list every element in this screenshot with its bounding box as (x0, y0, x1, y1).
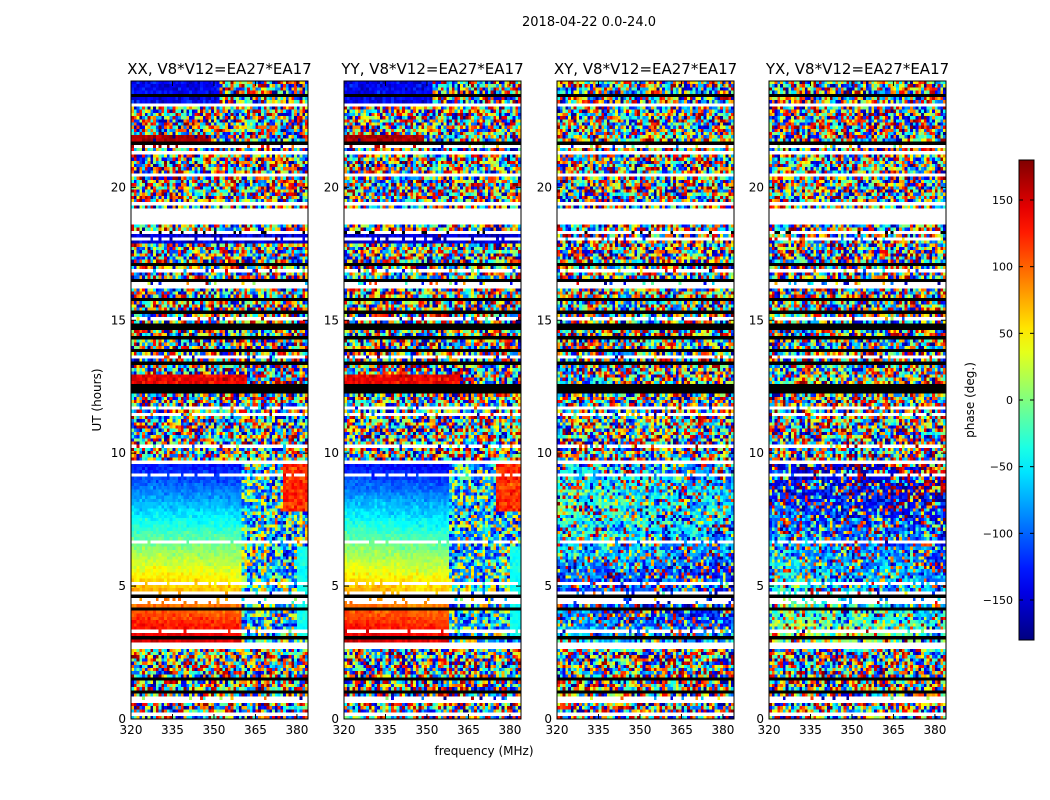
x-tick-label: 320 (758, 723, 781, 737)
x-tick-label: 365 (882, 723, 905, 737)
colorbar-tick-label: 0 (1006, 394, 1013, 407)
y-tick-label: 5 (331, 579, 339, 593)
y-tick-label: 10 (324, 446, 339, 460)
x-tick-label: 320 (333, 723, 356, 737)
panel-frame (768, 80, 947, 720)
y-tick-label: 15 (324, 313, 339, 327)
x-tick-label: 365 (457, 723, 480, 737)
x-tick-label: 350 (841, 723, 864, 737)
panel-frame (343, 80, 522, 720)
heatmap-yx (769, 81, 946, 719)
figure-suptitle: 2018-04-22 0.0-24.0 (522, 15, 656, 30)
y-tick-label: 15 (537, 313, 552, 327)
panel-title: YX, V8*V12=EA27*EA17 (765, 60, 949, 78)
panel-xy: XY, V8*V12=EA27*EA17 320 335 350 365 380 0 5 10 1… (537, 60, 737, 737)
colorbar-tick-label: −100 (983, 527, 1013, 540)
y-tick-label: 0 (756, 712, 764, 726)
heatmap-yy (344, 81, 521, 719)
panels: XX, V8*V12=EA27*EA17 320 335 350 365 380 0 5 10 1… (111, 60, 949, 737)
panel-frame (556, 80, 735, 720)
x-tick-label: 380 (285, 723, 308, 737)
heatmap-xy (557, 81, 734, 719)
y-tick-label: 10 (749, 446, 764, 460)
y-tick-label: 0 (544, 712, 552, 726)
y-tick-label: 0 (331, 712, 339, 726)
x-tick-label: 380 (923, 723, 946, 737)
y-tick-label: 15 (111, 313, 126, 327)
x-axis-label: frequency (MHz) (434, 744, 533, 758)
x-tick-label: 350 (629, 723, 652, 737)
colorbar-tick-label: 50 (999, 327, 1013, 340)
heatmap-xx (131, 81, 308, 719)
x-tick-label: 335 (799, 723, 822, 737)
x-tick-label: 365 (244, 723, 267, 737)
y-tick-label: 0 (118, 712, 126, 726)
panel-xx: XX, V8*V12=EA27*EA17 320 335 350 365 380 0 5 10 1… (111, 60, 312, 737)
x-tick-label: 335 (161, 723, 184, 737)
panel-title: XX, V8*V12=EA27*EA17 (127, 60, 311, 78)
y-tick-label: 15 (749, 313, 764, 327)
y-tick-label: 10 (537, 446, 552, 460)
colorbar-tick-label: 150 (992, 194, 1013, 207)
x-tick-label: 350 (416, 723, 439, 737)
panel-frame (130, 80, 309, 720)
y-tick-label: 20 (749, 180, 764, 194)
panel-yy: YY, V8*V12=EA27*EA17 320 335 350 365 380 0 5 10 1… (324, 60, 524, 737)
y-axis-label: UT (hours) (90, 368, 104, 431)
colorbar-tick-label: 100 (992, 261, 1013, 274)
y-tick-label: 5 (756, 579, 764, 593)
y-tick-label: 20 (537, 180, 552, 194)
x-tick-label: 320 (546, 723, 569, 737)
x-tick-label: 350 (203, 723, 226, 737)
y-tick-label: 20 (324, 180, 339, 194)
panel-yx: YX, V8*V12=EA27*EA17 320 335 350 365 380 0 5 10 1… (749, 60, 949, 737)
x-tick-label: 380 (498, 723, 521, 737)
colorbar-tick-label: −50 (990, 461, 1013, 474)
x-tick-label: 335 (374, 723, 397, 737)
x-tick-label: 320 (120, 723, 143, 737)
y-tick-label: 5 (544, 579, 552, 593)
x-tick-label: 335 (587, 723, 610, 737)
y-tick-label: 20 (111, 180, 126, 194)
panel-title: XY, V8*V12=EA27*EA17 (554, 60, 737, 78)
colorbar-tick-label: −150 (983, 594, 1013, 607)
y-tick-label: 10 (111, 446, 126, 460)
x-tick-label: 380 (711, 723, 734, 737)
panel-title: YY, V8*V12=EA27*EA17 (340, 60, 523, 78)
y-tick-label: 5 (118, 579, 126, 593)
colorbar: 150 100 50 0 −50 −100 −150 phase (deg.) (963, 159, 1035, 641)
x-tick-label: 365 (670, 723, 693, 737)
colorbar-label: phase (deg.) (963, 362, 977, 438)
